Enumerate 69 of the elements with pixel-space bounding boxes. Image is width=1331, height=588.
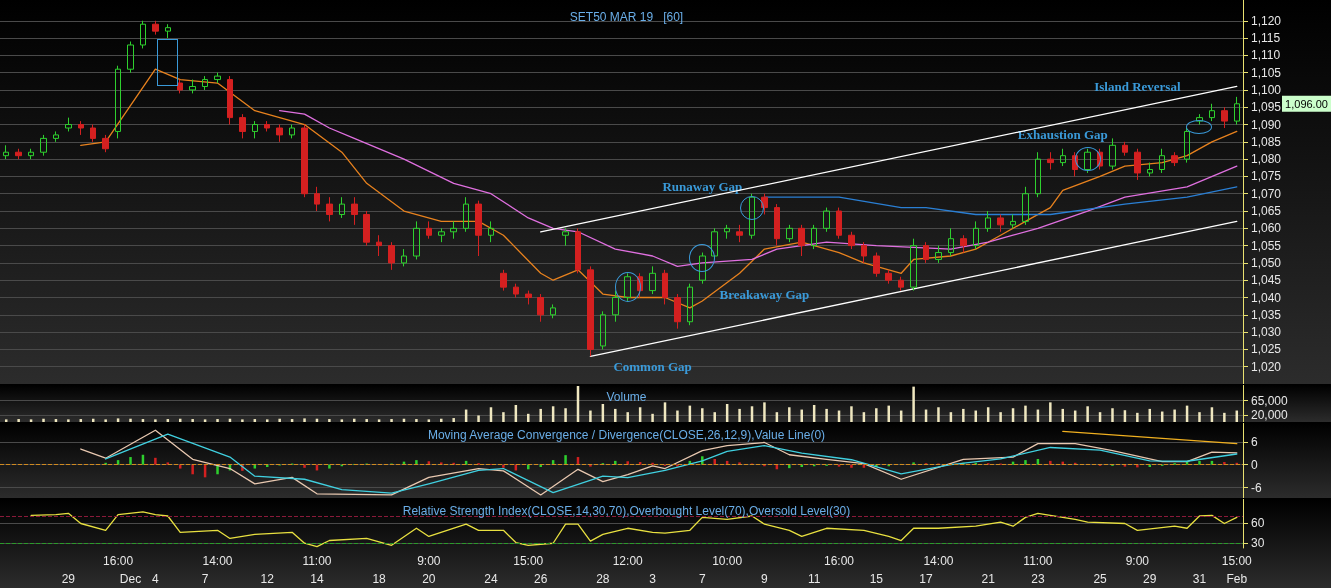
- text: Volume: [606, 390, 647, 404]
- x-tick-label: 3: [649, 572, 657, 586]
- y-tick-label: 1,085: [1251, 134, 1282, 149]
- x-tick-label: 4: [152, 572, 160, 586]
- text: SET50 MAR 19 [60]: [569, 10, 684, 24]
- x-tick-label: 21: [981, 572, 996, 586]
- y-tick-label: 1,075: [1251, 169, 1282, 184]
- x-tick-label: 15: [869, 572, 884, 586]
- y-tick-label: 60: [1251, 515, 1265, 530]
- y-tick-label: 1,090: [1251, 117, 1282, 132]
- x-tick-label: 25: [1093, 572, 1108, 586]
- y-tick-label: 1,020: [1251, 359, 1282, 374]
- y-tick-label: 1,070: [1251, 186, 1282, 201]
- y-tick-label: 1,030: [1251, 325, 1282, 340]
- x-tick-label: 31: [1192, 572, 1207, 586]
- y-tick-label: 6: [1251, 434, 1258, 449]
- annotation: Breakaway Gap: [719, 286, 810, 302]
- y-tick-label: 1,045: [1251, 273, 1282, 288]
- y-tick-label: 1,065: [1251, 204, 1282, 219]
- x-tick-label: 9:00 20: [417, 554, 441, 586]
- x-tick-label: 18: [372, 572, 387, 586]
- y-tick-label: 1,035: [1251, 307, 1282, 322]
- y-tick-label: 1,050: [1251, 255, 1282, 270]
- x-tick-label: 14:00: [923, 554, 954, 568]
- x-tick-label: 24: [484, 572, 498, 586]
- x-tick-label: 9: [761, 572, 769, 586]
- chart-title: Relative Strength Index(CLOSE,14,30,70),Overbought Level(70),Oversold Level(30): [402, 504, 851, 518]
- x-tick-label: 29: [1143, 572, 1157, 586]
- x-tick-label: 28: [596, 572, 610, 586]
- y-tick-label: 1,055: [1251, 238, 1282, 253]
- y-tick-label: 1,120: [1251, 13, 1282, 28]
- y-tick-label: 1,080: [1251, 152, 1282, 167]
- y-tick-label: 1,060: [1251, 221, 1282, 236]
- x-tick-label: 7: [201, 572, 209, 586]
- y-tick-label: 65,000: [1251, 393, 1289, 408]
- y-tick-label: 1,105: [1251, 65, 1282, 80]
- y-tick-label: 1,040: [1251, 290, 1282, 305]
- x-tick-label: 14:00: [202, 554, 233, 568]
- x-tick-label: 15:00 Feb: [1221, 554, 1253, 586]
- x-tick-label: 26: [534, 572, 548, 586]
- y-tick-label: 20,000: [1251, 408, 1289, 423]
- x-tick-label: Dec: [119, 572, 142, 586]
- x-tick-label: 9:00: [1125, 554, 1150, 568]
- chart-title: Moving Average Convergence / Divergence(CLOSE,26,12,9),Value Line(0): [427, 428, 826, 442]
- x-tick-label: 16:00: [103, 554, 134, 568]
- annotation: Exhaustion Gap: [1017, 127, 1108, 143]
- x-tick-label: 7: [698, 572, 706, 586]
- x-tick-label: 17: [919, 572, 934, 586]
- x-tick-label: 12:00: [612, 554, 644, 568]
- x-tick-label: 15:00: [513, 554, 544, 568]
- y-tick-label: 30: [1251, 536, 1265, 551]
- y-tick-label: 1,100: [1251, 82, 1282, 97]
- x-tick-label: 10:00: [712, 554, 743, 568]
- x-tick-label: 11:00 23: [1023, 554, 1053, 586]
- x-tick-label: 11: [807, 572, 821, 586]
- x-tick-label: 16:00: [824, 554, 855, 568]
- annotation: Common Gap: [613, 359, 692, 375]
- y-tick-label: 1,115: [1251, 31, 1281, 46]
- y-tick-label: 0: [1251, 457, 1258, 472]
- text: 1,096.00: [1285, 97, 1328, 110]
- annotation: Island Reversal: [1094, 78, 1181, 94]
- annotation: Runaway Gap: [662, 179, 743, 195]
- x-tick-label: 11:00 14: [302, 554, 332, 586]
- x-tick-label: 29: [61, 572, 76, 586]
- y-tick-label: 1,025: [1251, 342, 1282, 357]
- y-tick-label: -6: [1251, 480, 1262, 495]
- y-tick-label: 1,095: [1251, 100, 1282, 115]
- y-tick-label: 1,110: [1251, 48, 1281, 63]
- x-tick-label: 12: [260, 572, 275, 586]
